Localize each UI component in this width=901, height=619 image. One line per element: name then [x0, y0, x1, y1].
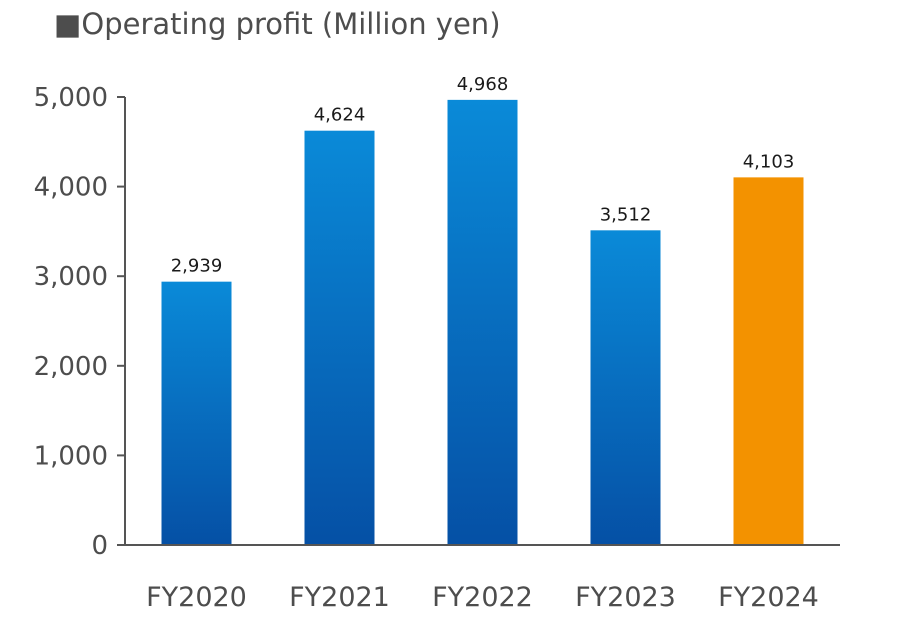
- x-category-label: FY2021: [289, 582, 390, 613]
- chart-title: ■Operating profit (Million yen): [54, 7, 501, 41]
- x-category-label: FY2022: [432, 582, 533, 613]
- data-label: 4,624: [314, 105, 366, 126]
- bar-fy2021: [304, 130, 375, 545]
- y-tick-label: 5,000: [34, 83, 108, 113]
- chart-title-text: Operating profit (Million yen): [81, 7, 501, 41]
- y-tick-label: 1,000: [34, 441, 108, 471]
- data-label: 3,512: [600, 204, 652, 225]
- data-label: 2,939: [171, 256, 223, 277]
- x-category-label: FY2024: [718, 582, 819, 613]
- y-tick-label: 4,000: [34, 173, 108, 203]
- title-square-marker: ■: [54, 7, 82, 41]
- y-tick-label: 0: [91, 531, 108, 561]
- data-label: 4,968: [457, 74, 509, 95]
- x-category-label: FY2020: [146, 582, 247, 613]
- bar-fy2022: [447, 99, 518, 546]
- data-label: 4,103: [743, 151, 795, 172]
- y-tick-label: 3,000: [34, 262, 108, 292]
- bar-fy2023: [590, 230, 661, 545]
- bar-fy2024: [733, 177, 804, 545]
- y-tick-label: 2,000: [34, 352, 108, 382]
- x-category-label: FY2023: [575, 582, 676, 613]
- bar-fy2020: [161, 281, 232, 545]
